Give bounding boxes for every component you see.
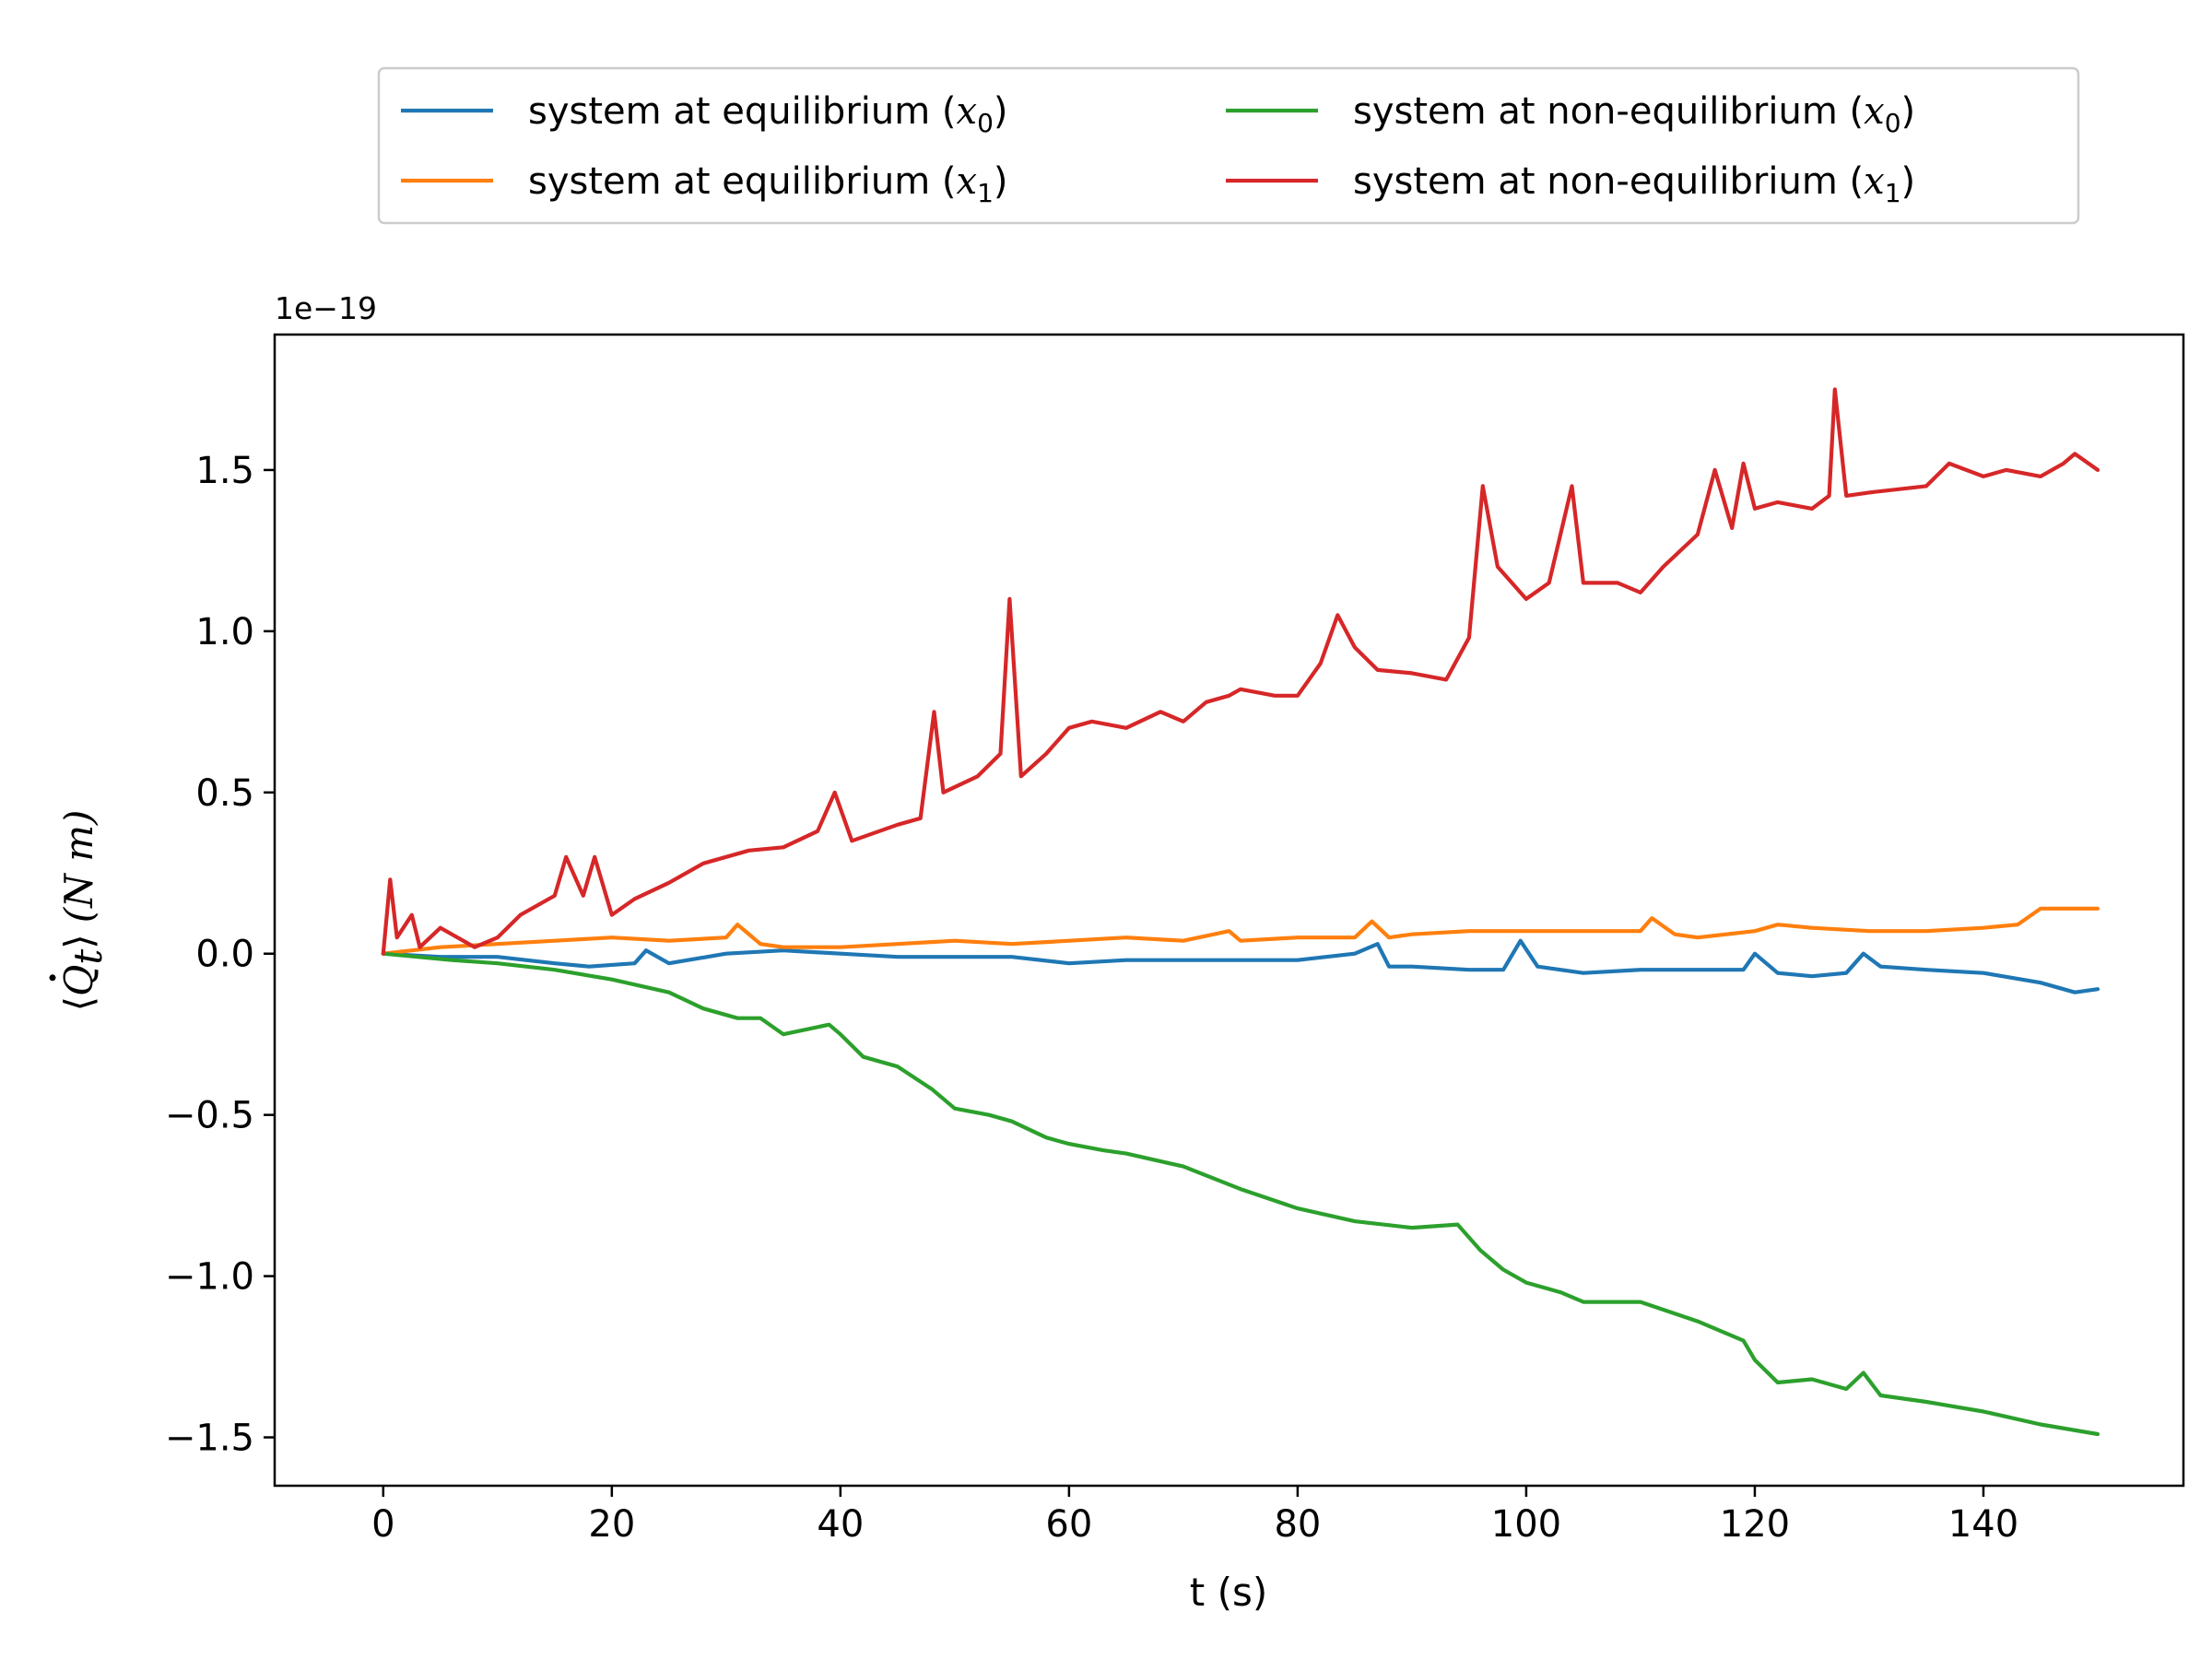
- x-axis-ticks: 0 20 40 60 80 100 120 140: [371, 1486, 2018, 1546]
- y-tick-label: 1.5: [195, 450, 254, 492]
- y-label-dot: [49, 974, 56, 982]
- series-line-3: [381, 387, 2100, 956]
- y-label-units: (N m): [56, 810, 101, 924]
- series-line-2: [381, 951, 2100, 1437]
- y-axis-ticks: −1.5 −1.0 −0.5 0.0 0.5 1.0 1.5: [165, 450, 275, 1460]
- y-tick-label: 1.0: [195, 611, 254, 653]
- x-tick-label: 80: [1274, 1503, 1321, 1546]
- y-label-dot-mark: [49, 974, 56, 982]
- y-tick-label: −1.5: [165, 1418, 254, 1460]
- y-tick-label: −0.5: [165, 1095, 254, 1137]
- y-label-q: Q: [56, 965, 101, 996]
- y-label-close-bracket: ⟩: [56, 934, 101, 948]
- legend-frame: [377, 66, 2080, 225]
- series-line-1: [381, 906, 2100, 956]
- y-axis-label: ⟨Qt⟩ (N m): [56, 810, 111, 1012]
- x-tick-label: 60: [1045, 1503, 1092, 1546]
- plot-frame: [273, 333, 2185, 1488]
- legend: system at equilibrium (x0) system at equi…: [377, 66, 2080, 225]
- y-tick-label: 0.0: [195, 934, 254, 976]
- x-tick-label: 140: [1948, 1503, 2018, 1546]
- series-layer: [381, 387, 2100, 1437]
- y-tick-label: −1.0: [165, 1256, 254, 1299]
- legend-label-3: system at non-equilibrium (x1): [1353, 160, 1915, 208]
- legend-entries: system at equilibrium (x0) system at equi…: [401, 90, 1915, 208]
- x-tick-label: 120: [1720, 1503, 1790, 1546]
- x-tick-label: 20: [588, 1503, 635, 1546]
- y-axis-label-text: ⟨Qt⟩ (N m): [56, 810, 111, 1012]
- legend-label-2: system at non-equilibrium (x0): [1353, 90, 1915, 138]
- legend-label-1: system at equilibrium (x1): [528, 160, 1008, 208]
- legend-label-0: system at equilibrium (x0): [528, 90, 1008, 138]
- x-axis-label: t (s): [1190, 1570, 1267, 1615]
- x-tick-label: 0: [371, 1503, 394, 1546]
- y-tick-label: 0.5: [195, 772, 254, 815]
- y-offset-text: 1e−19: [275, 290, 377, 326]
- x-tick-label: 100: [1491, 1503, 1561, 1546]
- y-label-open-bracket: ⟨: [56, 996, 101, 1011]
- series-line-0: [381, 938, 2100, 994]
- x-tick-label: 40: [817, 1503, 864, 1546]
- y-label-subscript: t: [65, 949, 111, 965]
